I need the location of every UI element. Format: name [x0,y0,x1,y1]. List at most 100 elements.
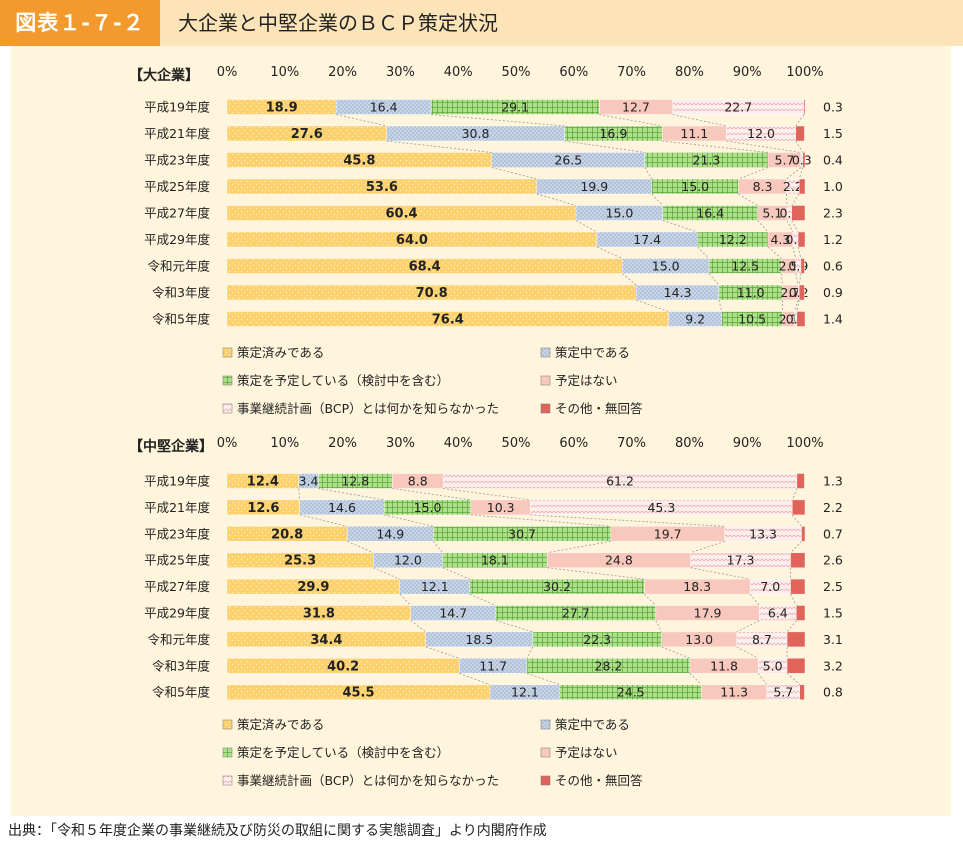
large-data-label-formulated: 70.8 [416,286,448,301]
midsize-connector-line [690,540,725,554]
midsize-connector-line [749,593,760,606]
midsize-data-label-unaware: 5.0 [763,658,783,673]
midsize-category-label: 平成19年度 [144,474,210,489]
midsize-connector-line [347,540,374,554]
large-legend-label: 策定中である [555,345,630,360]
midsize-data-label-planning: 30.7 [508,526,536,541]
large-tick-label: 60% [559,65,588,80]
midsize-category-label: 令和元年度 [147,632,210,647]
large-data-label-other: 1.2 [823,232,843,247]
midsize-data-label-unaware: 17.3 [727,553,755,568]
midsize-connector-line [655,620,663,633]
midsize-data-label-other: 3.2 [823,658,843,673]
midsize-category-label: 平成27年度 [144,579,210,594]
large-data-label-other: 0.9 [823,285,843,300]
large-connector-line [786,193,788,206]
large-connector-line [596,246,623,259]
large-data-label-formulated: 60.4 [386,207,418,222]
large-category-label: 平成19年度 [144,100,210,115]
midsize-connector-line [786,620,797,633]
large-category-label: 平成25年度 [144,179,210,194]
midsize-data-label-planning: 28.2 [595,658,623,673]
large-connector-line [718,299,723,312]
large-connector-line [786,167,802,180]
large-connector-line [798,167,804,180]
midsize-data-label-formulated: 34.4 [310,633,342,648]
large-legend-swatch-planning [222,375,233,386]
large-connector-line [795,140,804,153]
large-connector-line [757,220,769,233]
large-connector-line [386,140,492,153]
large-data-label-in_progress: 16.4 [370,100,398,115]
midsize-data-label-formulated: 31.8 [303,607,335,622]
midsize-data-label-other: 3.1 [823,632,843,647]
midsize-data-label-other: 2.5 [823,579,843,594]
large-data-label-planning: 15.0 [681,179,709,194]
midsize-data-label-none: 11.3 [720,685,748,700]
midsize-connector-line [644,593,657,606]
midsize-category-label: 平成29年度 [144,606,210,621]
large-data-label-unaware: 2.2 [783,179,803,194]
large-connector-line [791,220,799,233]
midsize-data-label-in_progress: 3.4 [299,474,319,489]
large-data-label-planning: 29.1 [501,100,529,115]
midsize-category-label: 令和5年度 [152,685,210,700]
midsize-data-label-in_progress: 12.1 [511,685,539,700]
midsize-data-label-formulated: 25.3 [284,554,316,569]
large-connector-line [738,167,769,180]
midsize-tick-label: 80% [675,436,704,451]
figure-header: 図表１-７-２ 大企業と中堅企業のＢＣＰ策定状況 [0,0,963,46]
source-note: 出典：「令和５年度企業の事業継続及び防災の取組に関する実態調査」より内閣府作成 [8,823,547,839]
large-tick-label: 40% [444,65,473,80]
midsize-connector-line [791,488,798,501]
midsize-connector-line [790,541,802,553]
large-data-label-other: 2.3 [823,206,843,221]
midsize-data-label-in_progress: 14.9 [376,526,404,541]
midsize-data-label-none: 18.3 [683,579,711,594]
large-connector-line [575,220,598,233]
midsize-connector-line [443,488,531,501]
midsize-data-label-other: 1.3 [823,474,843,489]
large-connector-line [491,167,537,180]
large-connector-line [795,114,805,127]
midsize-connector-line [495,620,533,633]
midsize-tick-label: 50% [502,436,531,451]
midsize-data-label-other: 2.6 [823,553,843,568]
large-data-label-formulated: 45.8 [343,154,375,169]
midsize-tick-label: 60% [559,436,588,451]
large-data-label-other: 0.4 [823,153,843,168]
large-connector-line [599,114,663,127]
midsize-category-label: 平成25年度 [144,553,210,568]
midsize-data-label-in_progress: 18.5 [465,632,493,647]
midsize-tick-label: 40% [444,436,473,451]
large-data-label-in_progress: 14.3 [664,285,692,300]
large-data-label-in_progress: 9.2 [685,312,705,327]
large-bar-segment-other [800,258,805,274]
midsize-data-label-other: 1.5 [823,606,843,621]
midsize-legend-label: 予定はない [555,745,618,760]
midsize-data-label-in_progress: 14.7 [439,606,467,621]
midsize-legend-label: 事業継続計画（BCP）とは何かを知らなかった [237,773,499,788]
midsize-connector-line [469,593,496,606]
large-category-label: 令和元年度 [147,259,210,274]
midsize-connector-line [689,673,702,685]
midsize-connector-line [736,646,759,659]
large-data-label-unaware: 0.3 [792,153,812,168]
large-legend-swatch-unaware [222,403,233,414]
large-legend-label: 策定済みである [237,345,324,360]
midsize-data-label-other: 0.7 [823,526,843,541]
large-connector-line [622,273,637,286]
midsize-data-label-planning: 15.0 [414,500,442,515]
midsize-legend-swatch-none [540,747,551,758]
midsize-connector-line [661,646,691,659]
midsize-data-label-formulated: 29.9 [297,580,329,595]
large-tick-label: 20% [328,65,357,80]
large-connector-line [796,299,800,312]
large-legend-swatch-formulated [222,347,233,358]
large-bar-segment-other [803,99,806,115]
large-data-label-in_progress: 17.4 [633,232,661,247]
large-connector-line [430,114,565,127]
large-bar-segment-other [799,284,805,301]
large-bar-segment-other [799,178,806,195]
midsize-data-label-planning: 18.1 [481,553,509,568]
